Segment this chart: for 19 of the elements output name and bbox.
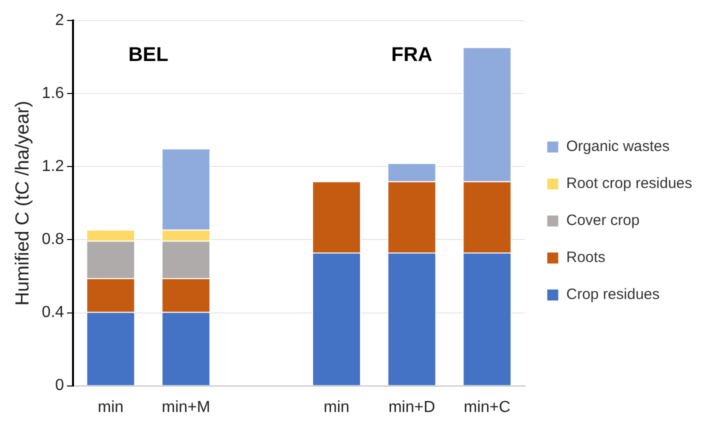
annotation: BEL bbox=[128, 44, 168, 66]
y-tick-label: 1.2 bbox=[42, 158, 64, 176]
y-tick-label: 0 bbox=[55, 377, 64, 394]
legend-label: Crop residues bbox=[566, 286, 660, 304]
legend-label: Roots bbox=[566, 249, 606, 266]
legend-label: Root crop residues bbox=[566, 175, 692, 192]
annotation: FRA bbox=[391, 44, 432, 66]
x-tick-label: min+D bbox=[388, 398, 436, 416]
legend-label: Cover crop bbox=[566, 212, 640, 230]
x-tick-label: min+C bbox=[464, 398, 510, 416]
y-tick-label: 0.8 bbox=[42, 231, 64, 248]
x-tick-label: min bbox=[324, 398, 350, 416]
y-axis-title: Humified C (tC /ha/year) bbox=[12, 100, 34, 306]
legend-label: Organic wastes bbox=[566, 138, 670, 156]
y-tick-label: 0.4 bbox=[42, 304, 64, 322]
x-tick-label: min bbox=[98, 398, 124, 416]
y-tick-label: 1.6 bbox=[42, 85, 64, 102]
x-tick-label: min+M bbox=[162, 398, 210, 416]
y-tick-label: 2 bbox=[55, 12, 64, 30]
